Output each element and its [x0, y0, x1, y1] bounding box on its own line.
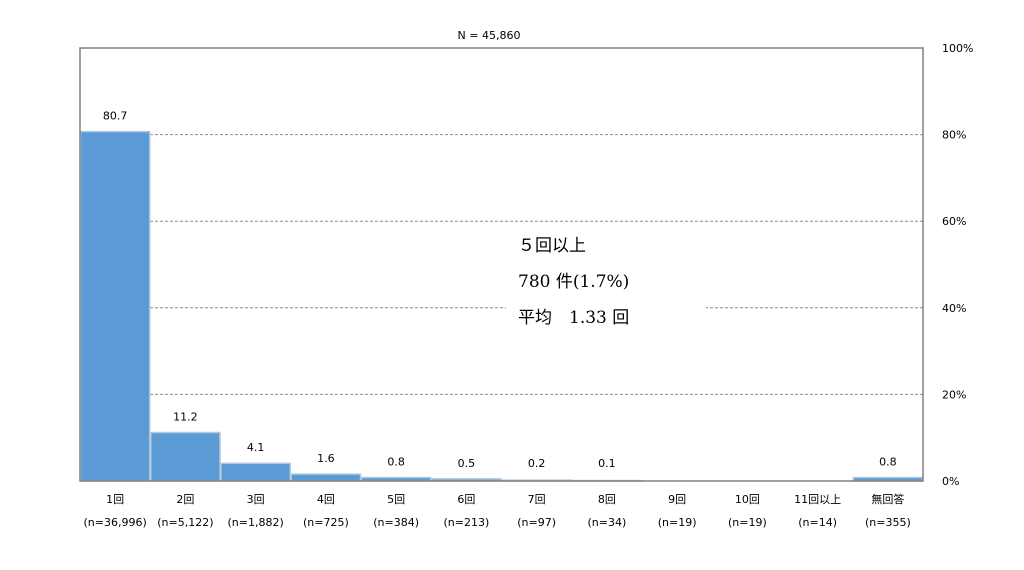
- summary-annotation: ５回以上 780 件(1.7%) 平均 1.33 回: [506, 228, 706, 338]
- y-tick-label-40: 40%: [942, 302, 966, 315]
- x-category-label-3: 3回: [247, 493, 265, 506]
- y-tick-label-100: 100%: [942, 42, 973, 55]
- gridlines: [80, 134, 923, 395]
- y-axis-ticks: 0% 20% 40% 60% 80% 100%: [942, 42, 973, 488]
- bar-2: [150, 431, 221, 482]
- data-label-3: 4.1: [247, 441, 265, 454]
- x-count-label-11: (n=14): [798, 516, 837, 529]
- y-tick-label-20: 20%: [942, 388, 966, 401]
- y-tick-label-60: 60%: [942, 215, 966, 228]
- x-count-label-5: (n=384): [373, 516, 419, 529]
- bar-3: [220, 462, 291, 482]
- x-count-label-6: (n=213): [443, 516, 489, 529]
- x-count-label-12: (n=355): [865, 516, 911, 529]
- x-category-label-9: 9回: [668, 493, 686, 506]
- data-label-7: 0.2: [528, 457, 546, 470]
- bars: [79, 130, 924, 482]
- x-axis-labels: 1回 (n=36,996) 2回 (n=5,122) 3回 (n=1,882) 4回 (n=7…: [83, 492, 910, 529]
- x-category-label-11: 11回以上: [794, 493, 841, 506]
- annotation-line-3: 平均 1.33 回: [518, 308, 630, 328]
- data-label-6: 0.5: [458, 457, 476, 470]
- bar-4: [290, 473, 362, 482]
- x-category-label-12: 無回答: [871, 492, 904, 506]
- x-count-label-7: (n=97): [517, 516, 556, 529]
- x-category-label-6: 6回: [457, 493, 475, 506]
- data-label-12: 0.8: [879, 456, 897, 469]
- bar-1: [79, 130, 151, 482]
- x-count-label-8: (n=34): [587, 516, 626, 529]
- x-count-label-2: (n=5,122): [157, 516, 213, 529]
- data-label-1: 80.7: [103, 110, 128, 123]
- x-category-label-10: 10回: [735, 493, 760, 506]
- x-category-label-7: 7回: [528, 493, 546, 506]
- x-category-label-5: 5回: [387, 493, 405, 506]
- annotation-line-2: 780 件(1.7%): [518, 272, 630, 292]
- x-category-label-2: 2回: [176, 493, 194, 506]
- chart-title: N = 45,860: [458, 29, 521, 42]
- y-tick-label-0: 0%: [942, 475, 959, 488]
- annotation-line-1: ５回以上: [518, 236, 586, 256]
- data-label-5: 0.8: [387, 456, 405, 469]
- x-category-label-1: 1回: [106, 493, 124, 506]
- x-count-label-9: (n=19): [658, 516, 697, 529]
- x-count-label-3: (n=1,882): [227, 516, 283, 529]
- x-count-label-1: (n=36,996): [83, 516, 146, 529]
- data-labels: 80.7 11.2 4.1 1.6 0.8 0.5 0.2 0.1 0.8: [103, 110, 897, 470]
- x-category-label-4: 4回: [317, 493, 335, 506]
- plot-frame: [79, 47, 924, 482]
- x-category-label-8: 8回: [598, 493, 616, 506]
- x-count-label-10: (n=19): [728, 516, 767, 529]
- data-label-2: 11.2: [173, 411, 198, 424]
- data-label-8: 0.1: [598, 457, 616, 470]
- y-tick-label-80: 80%: [942, 129, 966, 142]
- x-count-label-4: (n=725): [303, 516, 349, 529]
- data-label-4: 1.6: [317, 452, 335, 465]
